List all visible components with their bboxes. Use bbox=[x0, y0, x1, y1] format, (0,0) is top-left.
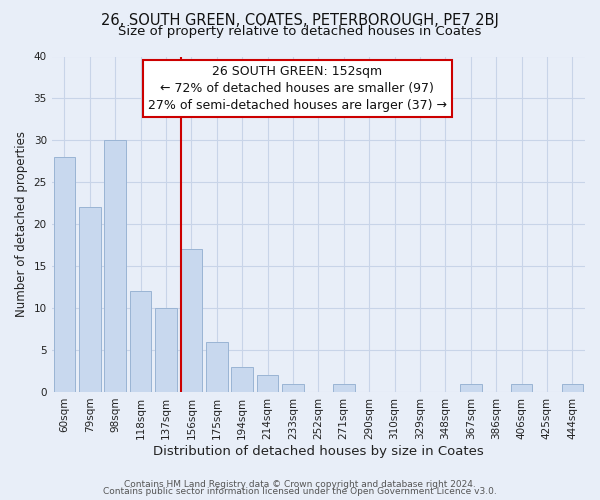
Bar bbox=[206, 342, 227, 392]
Bar bbox=[130, 292, 151, 392]
Text: 26, SOUTH GREEN, COATES, PETERBOROUGH, PE7 2BJ: 26, SOUTH GREEN, COATES, PETERBOROUGH, P… bbox=[101, 12, 499, 28]
Bar bbox=[53, 157, 75, 392]
Bar bbox=[562, 384, 583, 392]
Bar bbox=[333, 384, 355, 392]
Bar bbox=[282, 384, 304, 392]
Bar bbox=[511, 384, 532, 392]
Text: Contains public sector information licensed under the Open Government Licence v3: Contains public sector information licen… bbox=[103, 487, 497, 496]
Bar bbox=[460, 384, 482, 392]
Bar bbox=[79, 208, 101, 392]
Text: Contains HM Land Registry data © Crown copyright and database right 2024.: Contains HM Land Registry data © Crown c… bbox=[124, 480, 476, 489]
Text: 26 SOUTH GREEN: 152sqm
← 72% of detached houses are smaller (97)
27% of semi-det: 26 SOUTH GREEN: 152sqm ← 72% of detached… bbox=[148, 65, 446, 112]
Bar bbox=[181, 250, 202, 392]
Bar bbox=[155, 308, 177, 392]
Bar bbox=[104, 140, 126, 392]
Text: Size of property relative to detached houses in Coates: Size of property relative to detached ho… bbox=[118, 25, 482, 38]
Bar bbox=[232, 367, 253, 392]
Bar bbox=[257, 375, 278, 392]
Y-axis label: Number of detached properties: Number of detached properties bbox=[15, 131, 28, 317]
X-axis label: Distribution of detached houses by size in Coates: Distribution of detached houses by size … bbox=[153, 444, 484, 458]
